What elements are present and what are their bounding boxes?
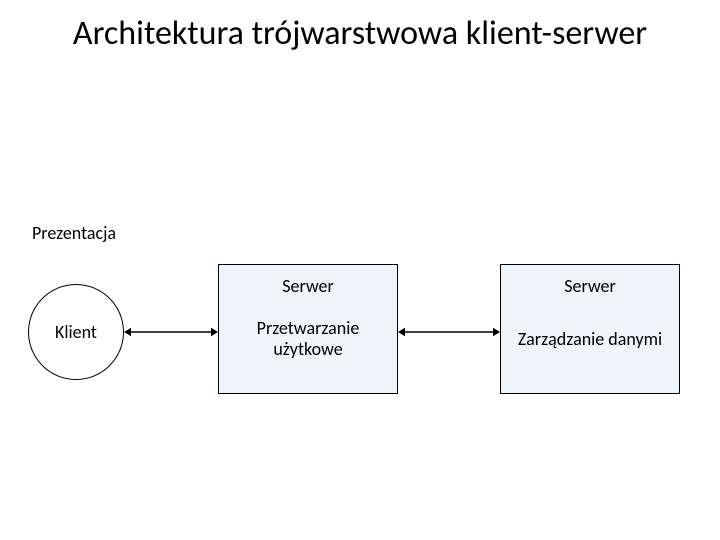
arrowhead-right-icon xyxy=(211,328,218,336)
arrowhead-left-icon xyxy=(398,328,405,336)
edge-server1-server2 xyxy=(398,324,500,340)
node-client: Klient xyxy=(28,284,124,380)
node-client-label: Klient xyxy=(55,321,97,343)
arrowhead-left-icon xyxy=(124,328,131,336)
node-server-1: Serwer Przetwarzanie użytkowe xyxy=(218,264,398,394)
edge-client-server1 xyxy=(124,324,218,340)
node-server-2-body: Zarządzanie danymi xyxy=(508,297,672,393)
slide: Architektura trójwarstwowa klient-serwer… xyxy=(0,0,720,540)
section-label-prezentacja: Prezentacja xyxy=(32,222,116,244)
slide-title: Architektura trójwarstwowa klient-serwer xyxy=(0,14,720,53)
arrowhead-right-icon xyxy=(493,328,500,336)
node-server-2-title: Serwer xyxy=(564,275,616,297)
node-server-1-body: Przetwarzanie użytkowe xyxy=(226,297,390,393)
node-server-1-title: Serwer xyxy=(282,275,334,297)
node-server-2: Serwer Zarządzanie danymi xyxy=(500,264,680,394)
